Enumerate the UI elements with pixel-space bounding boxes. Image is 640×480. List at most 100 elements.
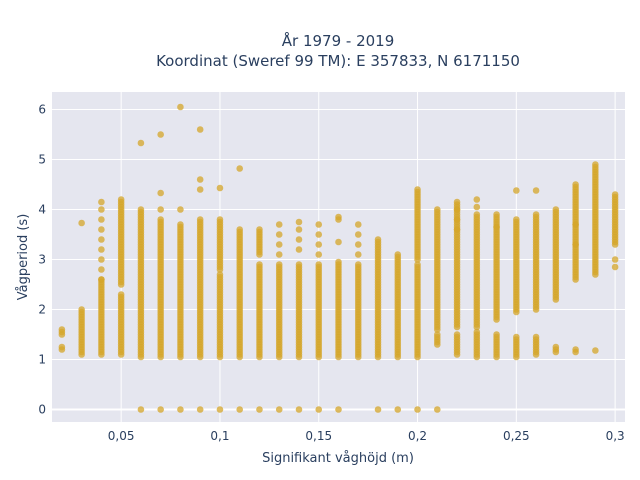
data-point [453,206,461,213]
data-point [275,231,283,238]
x-tick-label: 0,3 [606,429,625,443]
data-point [196,176,204,183]
data-point [137,406,145,413]
data-point [256,261,263,268]
data-point [453,226,461,233]
data-point [98,256,105,263]
data-point [592,347,599,354]
data-point [513,333,520,341]
y-tick-label: 4 [38,203,46,217]
y-tick-label: 2 [38,303,46,317]
data-point [295,246,303,253]
chart-title: År 1979 - 2019 [282,31,395,50]
data-point [394,406,402,413]
data-point [473,203,481,211]
data-point [552,206,560,213]
data-point [177,103,184,111]
data-point [236,406,244,413]
data-point [216,406,224,413]
data-point [157,406,164,413]
y-tick-label: 3 [38,253,46,267]
data-point [78,219,85,227]
data-point [275,261,283,268]
data-point [177,221,184,228]
y-tick-label: 1 [38,353,46,367]
data-point [315,231,323,238]
data-point [374,406,382,413]
plot-area [52,92,625,422]
data-point [137,206,145,213]
x-axis-title: Signifikant våghöjd (m) [262,451,414,466]
x-tick-labels: 0,05 0,1 0,15 0,2 0,25 0,3 [108,429,625,443]
data-point [98,266,105,273]
data-point [196,126,204,133]
data-point [552,343,560,351]
data-point [196,186,204,193]
data-point [611,256,619,263]
data-point [58,343,66,351]
data-point [335,258,342,266]
data-point [354,221,362,228]
data-point [78,306,85,313]
data-point [335,238,342,246]
data-point [611,263,619,271]
x-tick-label: 0,1 [210,429,229,443]
data-point [532,333,540,341]
data-point [177,406,184,413]
data-point [157,189,164,197]
data-point [414,186,421,193]
data-point [592,161,599,168]
data-point [433,331,441,338]
data-point [157,216,164,223]
data-point [572,221,579,228]
data-point [275,251,283,258]
data-point [473,196,481,203]
data-point [572,241,579,248]
data-point [453,331,461,338]
y-tick-labels: 0 1 2 3 4 5 6 [38,103,46,417]
x-tick-label: 0,05 [108,429,135,443]
data-point [335,213,342,221]
data-point [295,236,303,243]
data-point [216,184,224,192]
y-axis-title: Vågperiod (s) [16,214,31,301]
data-point [98,198,105,206]
data-point [98,246,105,253]
data-point [196,406,204,413]
data-point [493,211,500,218]
data-point [473,328,481,336]
data-point [58,326,66,333]
data-point [394,251,402,258]
data-point [572,181,579,188]
data-point [157,206,164,213]
data-point [354,231,362,238]
data-point [157,131,164,138]
data-point [493,331,500,338]
data-point [236,226,244,233]
data-point [98,206,105,213]
data-point [335,406,342,413]
data-point [295,406,303,413]
y-tick-label: 6 [38,103,46,117]
data-point [256,226,263,233]
data-point [275,241,283,248]
data-point [315,221,323,228]
data-point [315,406,323,413]
data-point [433,406,441,413]
data-point [493,223,500,231]
data-point [513,187,520,194]
data-point [414,261,421,268]
data-point [216,216,224,223]
data-point [572,346,579,353]
data-point [98,236,105,243]
chart-subtitle: Koordinat (Sweref 99 TM): E 357833, N 61… [156,52,520,70]
data-point [295,226,303,233]
data-points [58,103,619,413]
data-point [414,406,421,413]
y-tick-label: 5 [38,153,46,167]
y-tick-label: 0 [38,403,46,417]
data-point [315,241,323,248]
data-point [453,198,461,206]
data-point [256,406,263,413]
